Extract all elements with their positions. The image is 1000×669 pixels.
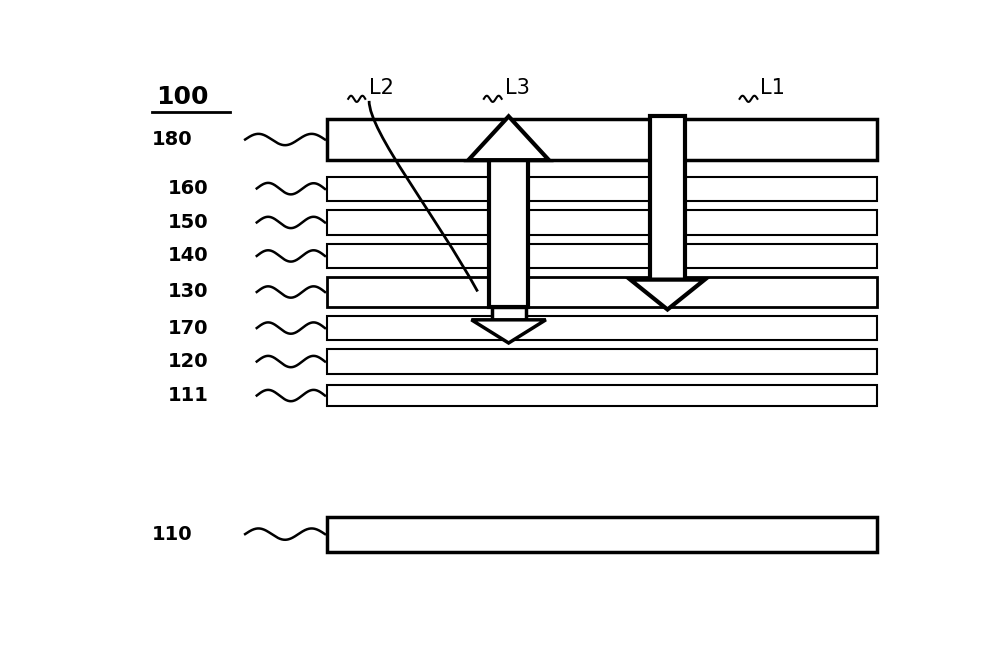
Text: L2: L2 (369, 78, 394, 98)
Text: 110: 110 (152, 524, 193, 544)
Bar (492, 307, 526, 320)
Bar (326, 349, 877, 374)
Text: L1: L1 (761, 78, 785, 98)
Bar (326, 210, 877, 235)
Bar (326, 385, 877, 406)
Bar (326, 316, 877, 341)
Polygon shape (471, 320, 546, 343)
Bar (650, 116, 685, 280)
Text: 170: 170 (168, 318, 208, 338)
Bar (326, 516, 877, 552)
Bar (489, 160, 528, 307)
Text: 140: 140 (168, 246, 208, 266)
Text: 180: 180 (152, 130, 193, 149)
Text: 150: 150 (168, 213, 208, 232)
Text: 100: 100 (156, 84, 208, 108)
Bar (326, 177, 877, 201)
Polygon shape (630, 280, 705, 310)
Text: 120: 120 (168, 352, 208, 371)
Polygon shape (468, 116, 549, 160)
Bar (326, 119, 877, 160)
Text: L3: L3 (505, 78, 530, 98)
Text: 111: 111 (168, 386, 208, 405)
Text: 130: 130 (168, 282, 208, 302)
Bar (326, 277, 877, 307)
Text: 160: 160 (168, 179, 208, 198)
Bar (326, 244, 877, 268)
